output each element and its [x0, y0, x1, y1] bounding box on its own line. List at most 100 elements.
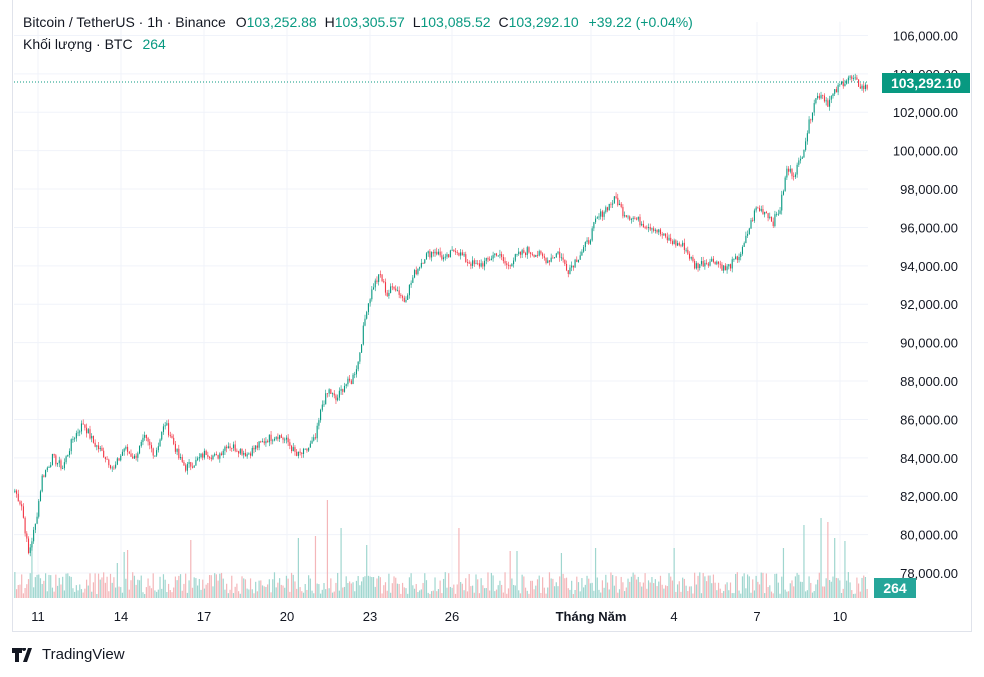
candle-body [849, 76, 851, 78]
volume-bar [366, 545, 368, 598]
volume-bar [835, 577, 838, 598]
volume-bars [14, 500, 868, 598]
volume-bar [396, 583, 399, 598]
tradingview-logo[interactable]: TradingView [12, 646, 125, 663]
volume-bar [782, 548, 785, 598]
candle-body [80, 423, 83, 432]
candle-body [420, 262, 422, 268]
volume-bar [685, 585, 687, 598]
volume-bar [232, 593, 235, 598]
volume-bar [728, 590, 730, 598]
candle-body [417, 268, 419, 275]
volume-bar [757, 581, 759, 598]
volume-bar [84, 588, 86, 598]
volume-bar [466, 591, 469, 598]
volume-bar [680, 591, 682, 598]
volume-bar [815, 584, 817, 598]
volume-bar [461, 583, 463, 598]
candle-body [509, 265, 511, 267]
volume-bar [449, 586, 451, 598]
volume-bar [234, 586, 236, 598]
volume-bar [157, 589, 159, 598]
candle-body [760, 209, 762, 211]
volume-bar [268, 579, 270, 598]
volume-bar [277, 582, 279, 598]
volume-bar [272, 579, 274, 598]
volume-bar [357, 575, 359, 598]
volume-label[interactable]: Khối lượng · BTC [23, 36, 133, 52]
candle-body [856, 77, 858, 80]
candle-body [441, 255, 443, 260]
candle-body [371, 289, 373, 300]
volume-bar [335, 582, 337, 598]
candle-body [731, 259, 733, 269]
volume-bar [695, 584, 697, 598]
candle-body [596, 217, 598, 219]
price-tick-label: 82,000.00 [900, 489, 958, 504]
volume-bar [118, 586, 120, 598]
volume-bar [188, 580, 190, 598]
volume-bar [594, 548, 597, 598]
volume-bar [543, 587, 545, 598]
candle-body [588, 240, 590, 244]
volume-bar [774, 573, 776, 598]
volume-bar [666, 585, 668, 598]
candle-body [407, 295, 409, 301]
candle-body [65, 456, 67, 463]
volume-bar [111, 582, 113, 598]
volume-bar [215, 574, 217, 598]
volume-bar [156, 591, 158, 598]
volume-bar [463, 590, 465, 598]
price-axis[interactable]: 106,000.00104,000.00102,000.00100,000.00… [893, 28, 958, 581]
volume-bar [386, 590, 388, 598]
volume-bar [280, 584, 282, 598]
candle-body [306, 448, 308, 451]
candle-body [212, 455, 214, 460]
volume-bar [338, 590, 340, 598]
volume-bar [229, 589, 231, 598]
volume-bar [842, 588, 844, 598]
candle-body [535, 254, 537, 257]
volume-bar [15, 589, 18, 598]
candle-body [304, 448, 306, 450]
chart-frame[interactable] [12, 0, 972, 632]
volume-bar [526, 590, 528, 598]
volume-bar [260, 580, 262, 598]
volume-bar [374, 586, 376, 598]
volume-bar [511, 578, 513, 598]
volume-bar [707, 575, 709, 598]
time-axis[interactable]: 11 14 17 20 23 26 Tháng Năm 4 7 10 [31, 609, 847, 624]
volume-bar [292, 574, 294, 598]
volume-bar [99, 579, 101, 598]
candle-body [26, 533, 28, 539]
candle-body [320, 409, 322, 421]
volume-bar [586, 575, 588, 598]
candle-body [188, 462, 190, 464]
volume-bar [217, 580, 219, 598]
candle-body [665, 233, 667, 237]
candle-body [31, 541, 33, 548]
volume-bar [453, 584, 455, 598]
symbol-title[interactable]: Bitcoin / TetherUS · 1h · Binance [23, 14, 226, 30]
candle-body [316, 425, 318, 439]
volume-bar [299, 587, 301, 598]
candle-body [554, 257, 556, 258]
candle-body [92, 435, 94, 443]
candle-body [24, 517, 26, 534]
candle-body [157, 446, 159, 451]
candle-body [770, 216, 773, 222]
candle-body [318, 420, 320, 426]
candle-body [700, 261, 703, 265]
volume-bar [186, 592, 188, 598]
volume-bar [475, 574, 477, 598]
volume-bar [803, 525, 805, 598]
candle-body [287, 437, 289, 443]
candle-body [51, 454, 53, 465]
candle-body [458, 252, 460, 256]
volume-bar [752, 579, 754, 598]
volume-bar [167, 583, 170, 598]
candle-body [174, 443, 176, 452]
candle-body [750, 220, 752, 229]
volume-bar [641, 586, 643, 598]
